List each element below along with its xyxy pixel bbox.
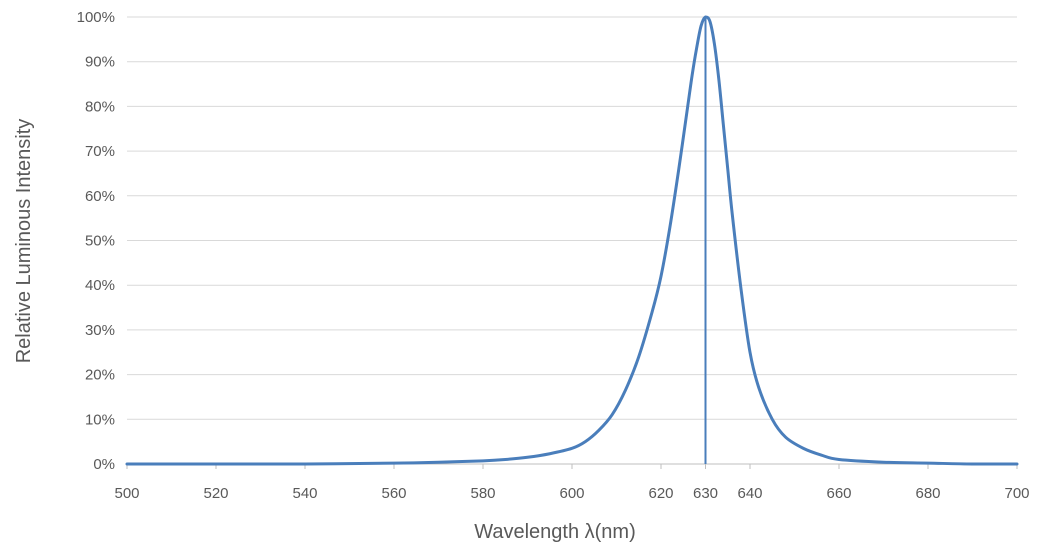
x-tick-label: 660 (826, 485, 851, 502)
y-tick-label: 40% (85, 277, 115, 294)
x-tick-label: 580 (470, 485, 495, 502)
y-tick-labels: 0% 10% 20% 30% 40% 50% 60% 70% 80% 90% 100% (77, 9, 115, 473)
y-tick-label: 20% (85, 367, 115, 384)
y-tick-label: 50% (85, 233, 115, 250)
x-tick-label: 630 (693, 485, 718, 502)
x-tick-labels: 500 520 540 560 580 600 620 630 640 660 680 700 (114, 464, 1030, 502)
y-tick-label: 70% (85, 143, 115, 160)
y-tick-label: 0% (93, 456, 115, 473)
x-tick-label: 520 (203, 485, 228, 502)
x-tick-label: 600 (559, 485, 584, 502)
gridlines (127, 16, 1017, 420)
x-axis-title: Wavelength λ(nm) (474, 521, 636, 543)
y-tick-label: 30% (85, 322, 115, 339)
x-tick-label: 540 (292, 485, 317, 502)
y-tick-label: 100% (77, 9, 115, 26)
y-tick-label: 90% (85, 54, 115, 71)
x-tick-label: 560 (381, 485, 406, 502)
x-tick-label: 500 (114, 485, 139, 502)
y-tick-label: 60% (85, 188, 115, 205)
x-tick-label: 620 (648, 485, 673, 502)
y-tick-label: 10% (85, 411, 115, 428)
x-tick-label: 640 (737, 485, 762, 502)
series-line (125, 15, 1019, 466)
y-axis-title: Relative Luminous Intensity (13, 119, 35, 364)
x-tick-label: 680 (915, 485, 940, 502)
x-tick-label: 700 (1004, 485, 1029, 502)
y-tick-label: 80% (85, 98, 115, 115)
